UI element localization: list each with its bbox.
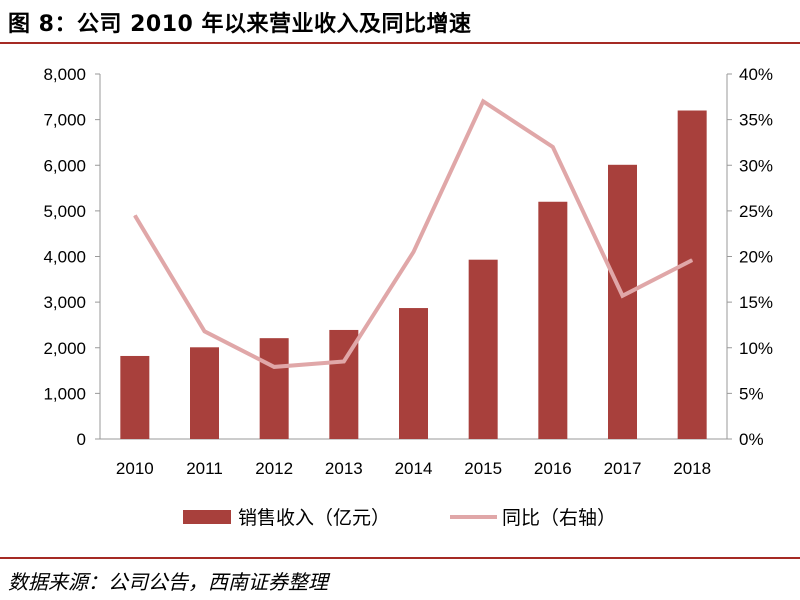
- page-title: 图 8：公司 2010 年以来营业收入及同比增速: [8, 12, 472, 37]
- right-tick-label: 15%: [739, 293, 773, 312]
- right-tick-label: 35%: [739, 111, 773, 130]
- legend-swatch-bar: [183, 510, 231, 524]
- left-tick-label: 2,000: [43, 339, 86, 358]
- line-point: [134, 214, 136, 216]
- right-axis: 0% 5% 10% 15% 20% 25% 30% 35% 40%: [726, 65, 773, 449]
- top-rule: [0, 42, 800, 44]
- left-tick-label: 5,000: [43, 202, 86, 221]
- right-tick-label: 40%: [739, 65, 773, 84]
- x-tick-label: 2011: [186, 459, 223, 478]
- x-tick-label: 2012: [255, 459, 293, 478]
- bar: [399, 308, 428, 439]
- right-tick-label: 5%: [739, 384, 764, 403]
- left-tick-label: 4,000: [43, 248, 86, 267]
- bar-series: [120, 110, 707, 439]
- legend-label-bar: 销售收入（亿元）: [238, 507, 390, 529]
- line-point: [273, 366, 275, 368]
- x-axis: 2010 2011 2012 2013 2014 2015 2016 2017 2018: [100, 438, 727, 478]
- line-point: [691, 259, 693, 261]
- x-tick-label: 2015: [464, 459, 502, 478]
- x-tick-label: 2017: [604, 459, 642, 478]
- left-tick-label: 6,000: [43, 156, 86, 175]
- bar: [608, 164, 637, 439]
- left-tick-label: 7,000: [43, 111, 86, 130]
- x-tick-label: 2018: [673, 459, 711, 478]
- right-tick-label: 25%: [739, 202, 773, 221]
- right-tick-label: 20%: [739, 248, 773, 267]
- bar: [190, 347, 219, 439]
- line-point: [343, 360, 345, 362]
- right-tick-label: 0%: [739, 430, 764, 449]
- bar: [468, 259, 498, 439]
- legend-label-line: 同比（右轴）: [502, 507, 616, 529]
- line-point: [552, 146, 554, 148]
- bar: [259, 338, 289, 439]
- chart: 0 1,000 2,000 3,000 4,000 5,000 6,000 7,000 8,00…: [43, 65, 773, 529]
- legend: 销售收入（亿元） 同比（右轴）: [183, 507, 616, 529]
- left-tick-label: 0: [77, 430, 86, 449]
- left-tick-label: 3,000: [43, 293, 86, 312]
- x-tick-label: 2013: [325, 459, 363, 478]
- x-tick-label: 2014: [395, 459, 433, 478]
- bar: [677, 110, 707, 439]
- line-series: [133, 98, 694, 369]
- bar: [120, 355, 150, 439]
- source-note: 数据来源：公司公告，西南证券整理: [8, 570, 328, 594]
- x-tick-label: 2010: [116, 459, 154, 478]
- bar: [538, 201, 568, 439]
- x-tick-label: 2016: [534, 459, 572, 478]
- line-point: [482, 100, 484, 102]
- line-point: [622, 295, 623, 297]
- left-tick-label: 8,000: [43, 65, 86, 84]
- left-axis: 0 1,000 2,000 3,000 4,000 5,000 6,000 7,000 8,00…: [43, 65, 101, 449]
- bottom-rule: [0, 557, 800, 559]
- left-tick-label: 1,000: [43, 384, 86, 403]
- right-tick-label: 10%: [739, 339, 773, 358]
- line-point: [204, 330, 205, 332]
- line-point: [413, 251, 414, 253]
- right-tick-label: 30%: [739, 156, 773, 175]
